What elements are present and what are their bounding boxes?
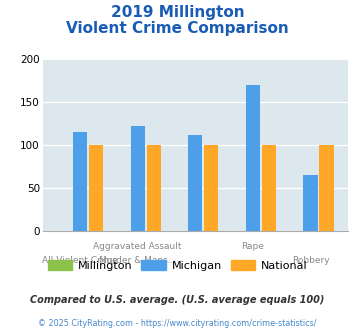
- Bar: [320, 145, 334, 231]
- Text: Murder & Mans...: Murder & Mans...: [99, 256, 176, 265]
- Legend: Millington, Michigan, National: Millington, Michigan, National: [44, 256, 311, 274]
- Bar: [131, 126, 145, 231]
- Bar: [73, 132, 87, 231]
- Text: Rape: Rape: [241, 242, 264, 251]
- Bar: [204, 145, 218, 231]
- Bar: [147, 145, 161, 231]
- Text: All Violent Crime: All Violent Crime: [42, 256, 118, 265]
- Bar: [89, 145, 103, 231]
- Text: 2019 Millington: 2019 Millington: [111, 5, 244, 20]
- Text: Compared to U.S. average. (U.S. average equals 100): Compared to U.S. average. (U.S. average …: [30, 295, 325, 305]
- Text: © 2025 CityRating.com - https://www.cityrating.com/crime-statistics/: © 2025 CityRating.com - https://www.city…: [38, 319, 317, 328]
- Bar: [304, 175, 318, 231]
- Text: Robbery: Robbery: [292, 256, 329, 265]
- Text: Violent Crime Comparison: Violent Crime Comparison: [66, 21, 289, 36]
- Bar: [246, 85, 260, 231]
- Text: Aggravated Assault: Aggravated Assault: [93, 242, 182, 251]
- Bar: [188, 135, 202, 231]
- Bar: [262, 145, 276, 231]
